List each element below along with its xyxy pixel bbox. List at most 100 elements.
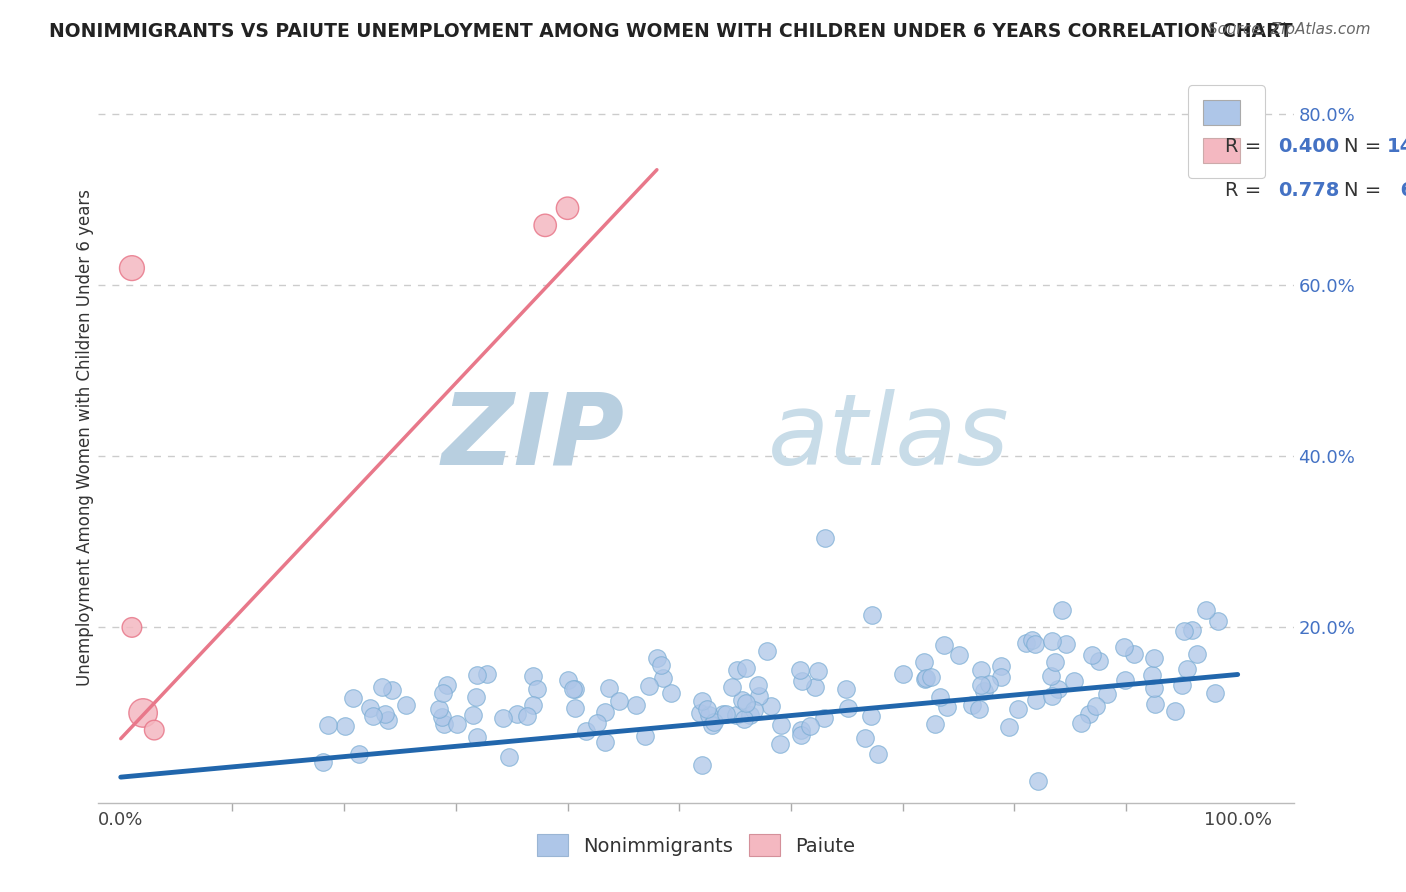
Point xyxy=(920,670,942,684)
Point xyxy=(430,710,453,724)
Point xyxy=(650,658,672,673)
Point xyxy=(1163,704,1185,718)
Point xyxy=(799,719,821,733)
Point xyxy=(506,706,529,721)
Point xyxy=(725,663,748,677)
Point xyxy=(769,737,792,751)
Point xyxy=(914,672,936,686)
Point xyxy=(557,201,579,215)
Point xyxy=(1040,669,1063,683)
Point xyxy=(990,670,1012,684)
Point xyxy=(690,694,713,708)
Point xyxy=(427,702,450,716)
Point xyxy=(557,673,579,687)
Point xyxy=(960,698,983,712)
Point xyxy=(645,651,668,665)
Point xyxy=(733,712,755,726)
Point xyxy=(534,219,557,233)
Point xyxy=(790,728,813,742)
Point xyxy=(1140,667,1163,681)
Point xyxy=(744,703,766,717)
Point xyxy=(475,666,498,681)
Point xyxy=(702,714,724,729)
Point xyxy=(969,678,991,692)
Legend: Nonimmigrants, Paiute: Nonimmigrants, Paiute xyxy=(527,824,865,866)
Point xyxy=(948,648,970,662)
Point xyxy=(626,698,648,713)
Point xyxy=(804,680,827,694)
Point xyxy=(132,706,155,720)
Point xyxy=(868,747,890,761)
Point xyxy=(690,757,713,772)
Text: 0.778: 0.778 xyxy=(1278,181,1340,200)
Point xyxy=(634,729,657,743)
Point xyxy=(837,701,859,715)
Point xyxy=(1026,774,1049,789)
Point xyxy=(990,659,1012,673)
Point xyxy=(1088,654,1111,668)
Point xyxy=(731,693,754,707)
Point xyxy=(522,669,544,683)
Point xyxy=(967,702,990,716)
Point xyxy=(381,683,404,698)
Point xyxy=(807,665,830,679)
Point xyxy=(1114,673,1136,688)
Point xyxy=(724,707,747,722)
Point xyxy=(1181,623,1204,637)
Point xyxy=(860,608,883,623)
Text: R =: R = xyxy=(1225,137,1267,156)
Point xyxy=(598,681,620,696)
Point xyxy=(936,699,959,714)
Point xyxy=(1021,632,1043,647)
Point xyxy=(498,749,520,764)
Point xyxy=(891,667,914,681)
Point xyxy=(1007,702,1029,716)
Text: 0.400: 0.400 xyxy=(1278,137,1340,156)
Point xyxy=(1070,715,1092,730)
Point xyxy=(432,686,454,700)
Point xyxy=(607,694,630,708)
Point xyxy=(735,696,758,710)
Point xyxy=(1078,707,1101,722)
Point xyxy=(121,261,143,276)
Point xyxy=(333,718,356,732)
Text: N =: N = xyxy=(1344,137,1388,156)
Point xyxy=(1046,681,1069,696)
Text: R =: R = xyxy=(1225,181,1267,200)
Text: NONIMMIGRANTS VS PAIUTE UNEMPLOYMENT AMONG WOMEN WITH CHILDREN UNDER 6 YEARS COR: NONIMMIGRANTS VS PAIUTE UNEMPLOYMENT AMO… xyxy=(49,22,1294,41)
Point xyxy=(761,699,783,714)
Point xyxy=(1040,633,1063,648)
Point xyxy=(312,756,335,770)
Point xyxy=(1024,637,1046,651)
Point xyxy=(1050,603,1073,617)
Point xyxy=(853,731,876,745)
Point xyxy=(721,680,744,694)
Point xyxy=(526,682,548,697)
Point xyxy=(714,706,737,721)
Point xyxy=(433,717,456,731)
Point xyxy=(1143,651,1166,665)
Text: 6: 6 xyxy=(1386,181,1406,200)
Point xyxy=(1043,655,1066,669)
Point xyxy=(361,708,384,723)
Point xyxy=(359,701,381,715)
Point xyxy=(318,718,340,732)
Point xyxy=(464,690,486,704)
Point xyxy=(689,706,711,720)
Text: atlas: atlas xyxy=(768,389,1010,485)
Point xyxy=(860,709,883,723)
Point xyxy=(465,668,488,682)
Point xyxy=(1204,686,1226,700)
Point xyxy=(813,711,835,725)
Y-axis label: Unemployment Among Women with Children Under 6 years: Unemployment Among Women with Children U… xyxy=(76,188,94,686)
Text: ZIP: ZIP xyxy=(441,389,624,485)
Point xyxy=(1081,648,1104,662)
Text: 141: 141 xyxy=(1386,137,1406,156)
Point xyxy=(711,707,734,722)
Point xyxy=(789,663,811,677)
Point xyxy=(395,698,418,712)
Point xyxy=(702,718,724,732)
Point xyxy=(1054,637,1077,651)
Point xyxy=(1173,624,1195,638)
Point xyxy=(1123,647,1146,661)
